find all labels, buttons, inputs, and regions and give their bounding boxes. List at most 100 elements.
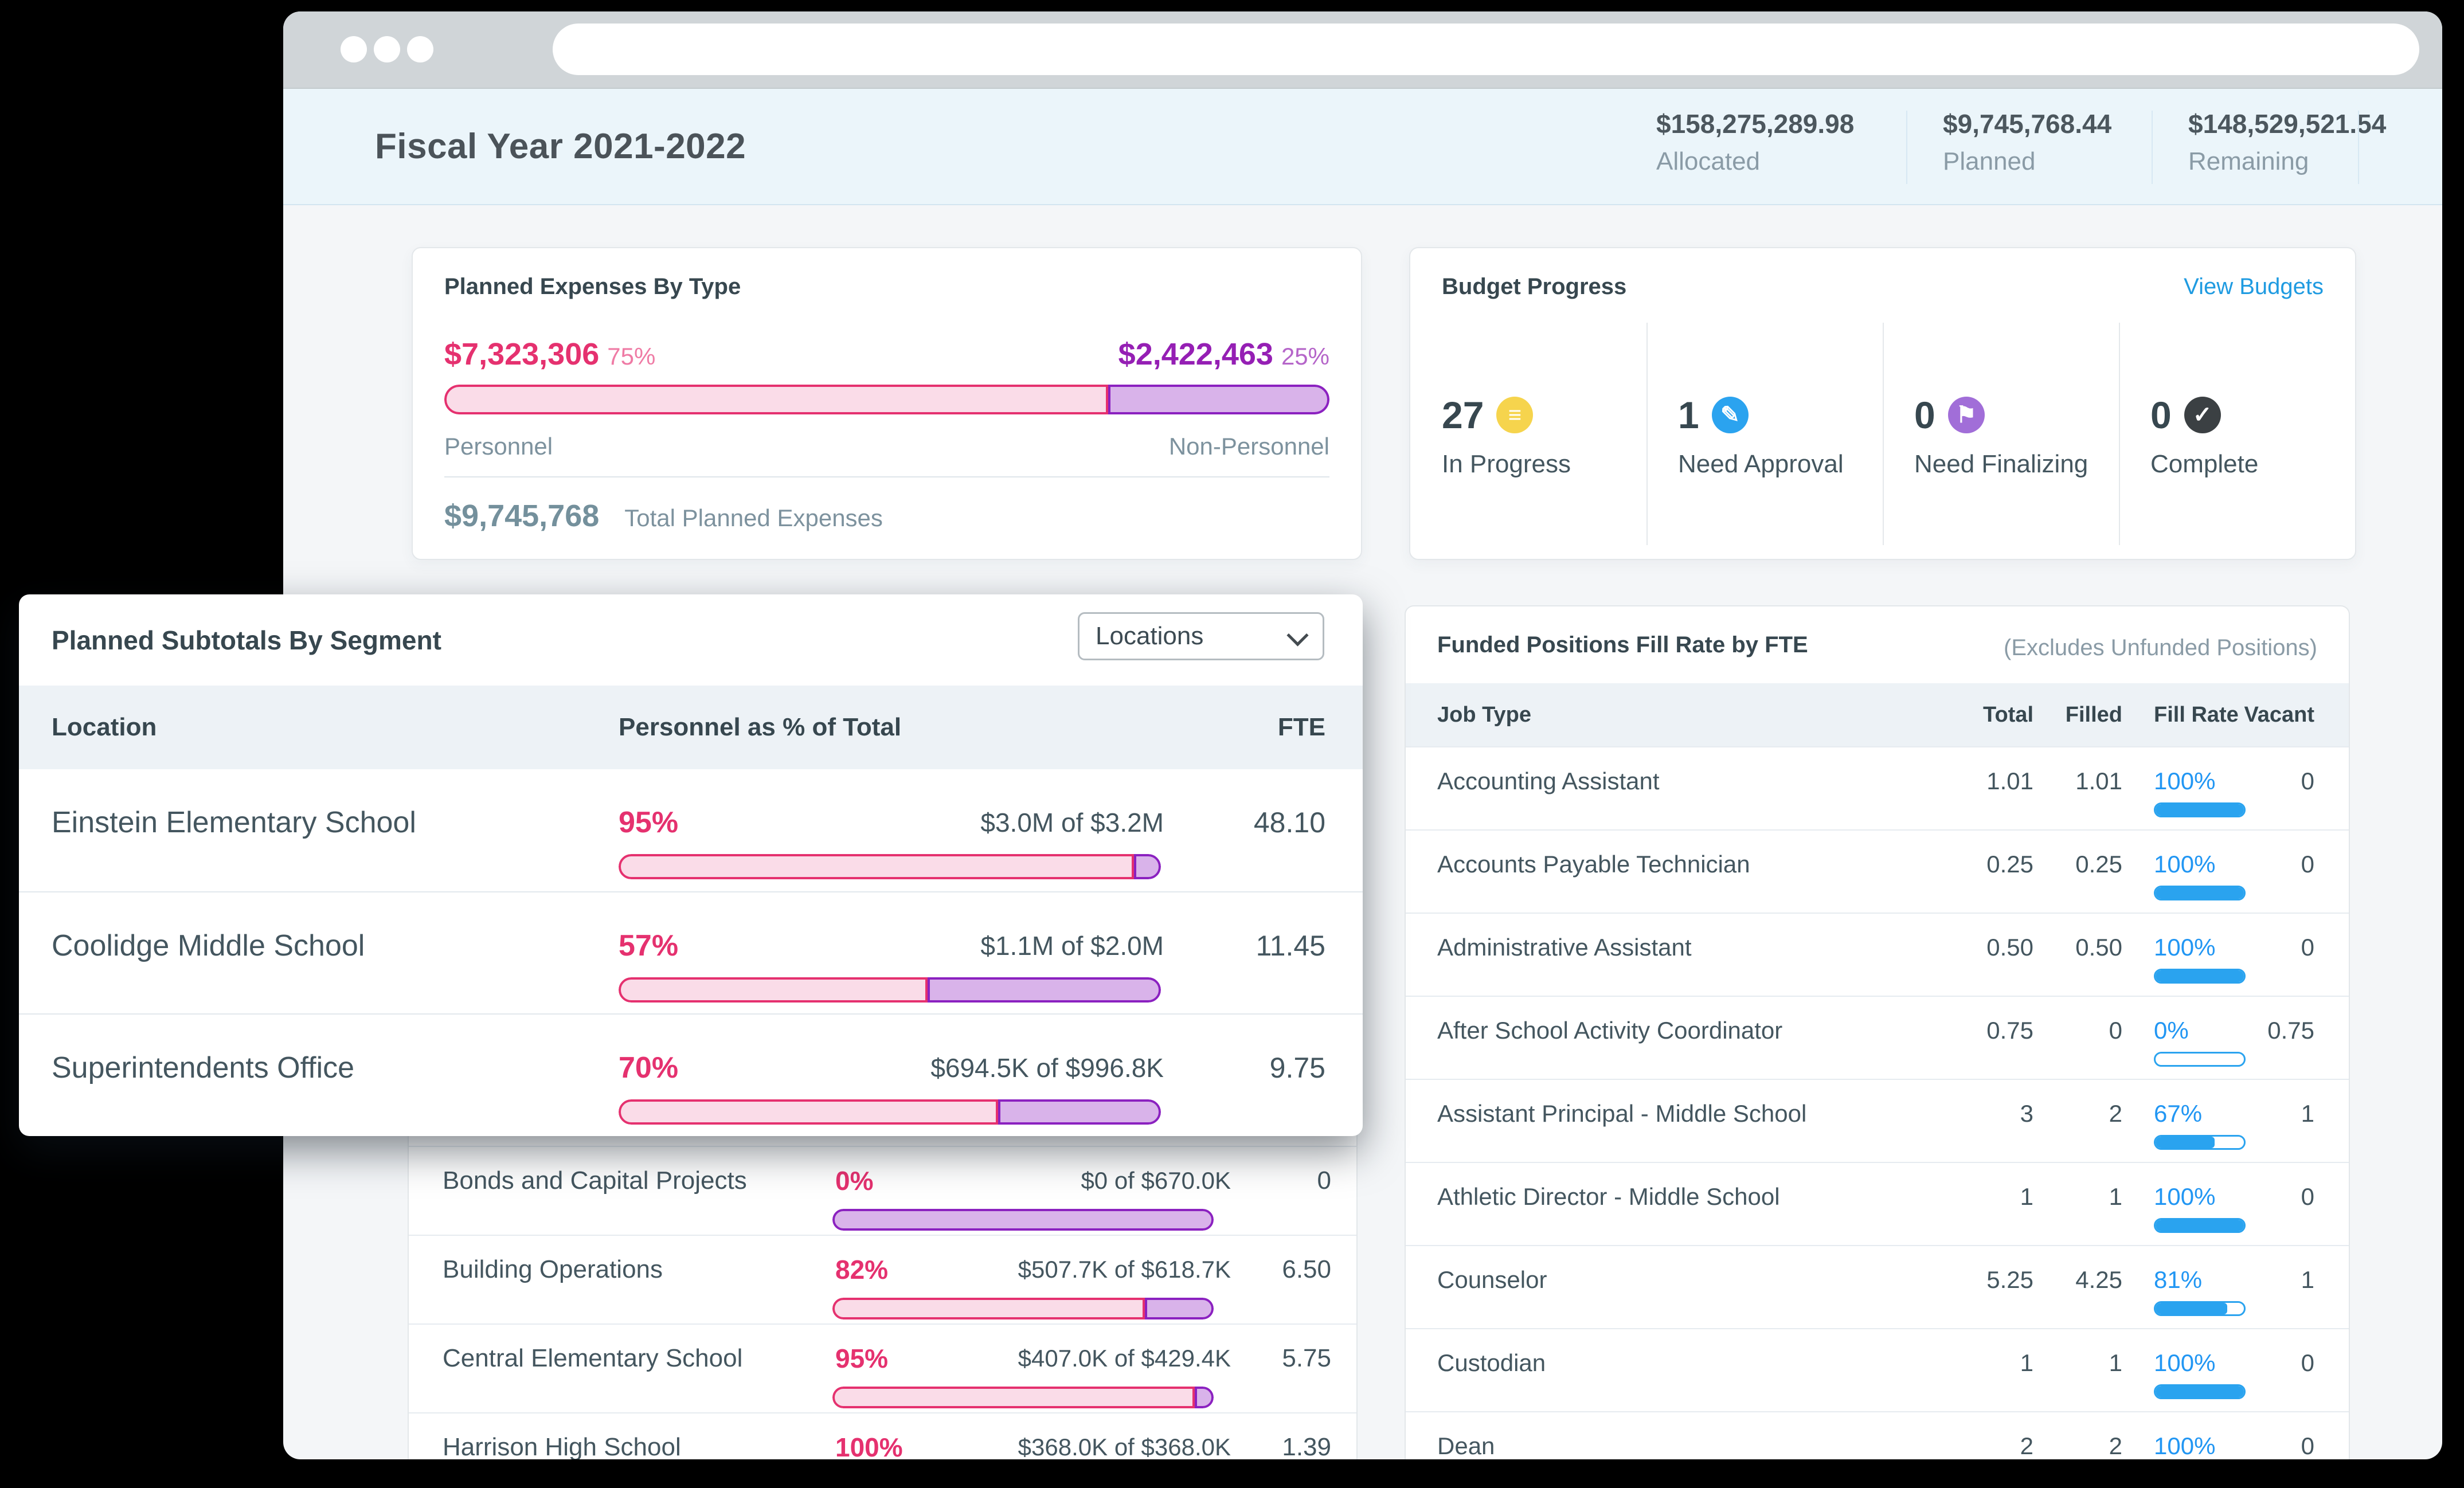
fill-rate-link[interactable]: 100% bbox=[2154, 1183, 2216, 1210]
window-control-icon[interactable] bbox=[341, 36, 367, 62]
personnel-pct: 57% bbox=[619, 929, 679, 962]
fte-value: 11.45 bbox=[1256, 930, 1325, 962]
personnel-bar-segment bbox=[832, 1387, 1195, 1408]
fte-value: 6.50 bbox=[1282, 1255, 1331, 1283]
fill-rate-bar bbox=[2154, 1218, 2246, 1233]
card-title: Planned Expenses By Type bbox=[444, 274, 741, 299]
vacant-fte: 0 bbox=[2301, 934, 2314, 961]
view-budgets-link[interactable]: View Budgets bbox=[2184, 274, 2324, 299]
column-header-job-type: Job Type bbox=[1437, 703, 1531, 727]
card-title: Planned Subtotals By Segment bbox=[52, 625, 441, 655]
table-row: Einstein Elementary School 95% $3.0M of $3… bbox=[19, 769, 1363, 891]
amount-range: $1.1M of $2.0M bbox=[980, 931, 1164, 961]
flag-icon: ⚑ bbox=[1947, 397, 1985, 433]
personnel-bar-segment bbox=[444, 385, 1108, 414]
window-control-icon[interactable] bbox=[374, 36, 400, 62]
chevron-down-icon bbox=[1286, 624, 1309, 647]
planned-expenses-card: Planned Expenses By Type $7,323,306 75% $… bbox=[412, 247, 1362, 560]
table-row: Building Operations 82% $507.7K of $618.7K… bbox=[409, 1235, 1356, 1325]
fte-value: 9.75 bbox=[1269, 1052, 1325, 1084]
fill-rate-bar bbox=[2154, 969, 2246, 984]
budget-progress-card: Budget Progress View Budgets 27 ≡ In Pro… bbox=[1409, 247, 2356, 560]
personnel-pct: 95% bbox=[835, 1344, 889, 1373]
personnel-bar-segment bbox=[619, 854, 1134, 879]
location-name: Bonds and Capital Projects bbox=[443, 1166, 747, 1195]
icon-glyph: ✎ bbox=[1720, 402, 1740, 428]
segment-progress-bar bbox=[619, 1099, 1161, 1125]
job-type: Counselor bbox=[1437, 1266, 1547, 1293]
personnel-bar-segment bbox=[619, 1099, 999, 1125]
browser-titlebar bbox=[283, 11, 2442, 89]
fill-rate-link[interactable]: 100% bbox=[2154, 851, 2216, 878]
personnel-bar-segment bbox=[619, 977, 928, 1003]
filled-fte: 4.25 bbox=[2075, 1266, 2122, 1293]
need-approval-label: Need Approval bbox=[1678, 450, 1844, 478]
job-type: Accounts Payable Technician bbox=[1437, 851, 1750, 878]
vacant-fte: 0 bbox=[2301, 851, 2314, 878]
fill-rate-link[interactable]: 0% bbox=[2154, 1017, 2189, 1044]
amount-range: $0 of $670.0K bbox=[1081, 1167, 1231, 1194]
url-bar[interactable] bbox=[553, 24, 2419, 75]
table-row: Coolidge Middle School 57% $1.1M of $2.0M 1… bbox=[19, 891, 1363, 1015]
filled-fte: 1 bbox=[2109, 1183, 2122, 1210]
personnel-pct: 0% bbox=[835, 1166, 874, 1196]
filled-fte: 1 bbox=[2109, 1349, 2122, 1376]
segment-select[interactable]: Locations bbox=[1078, 612, 1324, 660]
divider bbox=[1883, 323, 1884, 545]
location-name: Superintendents Office bbox=[52, 1051, 355, 1084]
page-header: Fiscal Year 2021-2022 $158,275,289.98 Al… bbox=[283, 89, 2442, 205]
expense-values: $7,323,306 75% $2,422,463 25% bbox=[444, 334, 1329, 372]
fill-rate-link[interactable]: 81% bbox=[2154, 1266, 2203, 1293]
card-title: Budget Progress bbox=[1442, 274, 1627, 299]
non-personnel-bar-segment bbox=[1133, 854, 1161, 879]
fill-rate-bar bbox=[2154, 886, 2246, 900]
amount-range: $3.0M of $3.2M bbox=[980, 808, 1164, 837]
check-icon: ✓ bbox=[2184, 397, 2221, 433]
table-row: Harrison High School 100% $368.0K of $368.… bbox=[409, 1412, 1356, 1459]
complete-stat: 0 ✓ Complete bbox=[2119, 248, 2348, 559]
fte-value: 1.39 bbox=[1282, 1433, 1331, 1459]
personnel-pct: 75% bbox=[607, 343, 656, 370]
fill-rate-bar-fill bbox=[2156, 1386, 2244, 1397]
personnel-label: Personnel bbox=[444, 433, 553, 460]
location-name: Harrison High School bbox=[443, 1433, 681, 1459]
card-title: Funded Positions Fill Rate by FTE bbox=[1437, 632, 1808, 657]
icon-glyph: ≡ bbox=[1508, 402, 1522, 428]
fill-rate-bar-fill bbox=[2156, 887, 2244, 899]
expense-split-bar bbox=[444, 385, 1329, 414]
window-control-icon[interactable] bbox=[407, 36, 433, 62]
divider bbox=[2358, 111, 2359, 184]
location-name: Coolidge Middle School bbox=[52, 929, 365, 962]
filled-fte: 2 bbox=[2109, 1100, 2122, 1127]
personnel-pct: 95% bbox=[619, 806, 679, 839]
fill-rate-link[interactable]: 100% bbox=[2154, 934, 2216, 961]
location-name: Central Elementary School bbox=[443, 1344, 743, 1372]
fill-rate-link[interactable]: 100% bbox=[2154, 1349, 2216, 1376]
vacant-fte: 0 bbox=[2301, 768, 2314, 794]
table-row: Custodian 1 1 100% 0 bbox=[1406, 1328, 2349, 1412]
total-fte: 1 bbox=[2020, 1183, 2033, 1210]
icon-glyph: ⚑ bbox=[1955, 402, 1977, 428]
amount-range: $407.0K of $429.4K bbox=[1018, 1345, 1231, 1372]
non-personnel-pct: 25% bbox=[1281, 343, 1329, 370]
in-progress-label: In Progress bbox=[1442, 450, 1571, 478]
list-icon: ≡ bbox=[1496, 397, 1534, 433]
column-header-personnel-pct: Personnel as % of Total bbox=[619, 713, 902, 741]
table-row: Central Elementary School 95% $407.0K of $… bbox=[409, 1323, 1356, 1413]
fill-rate-bar-fill bbox=[2156, 1303, 2227, 1314]
fill-rate-bar bbox=[2154, 1135, 2246, 1150]
fill-rate-link[interactable]: 100% bbox=[2154, 1432, 2216, 1459]
personnel-amount: $7,323,306 bbox=[444, 337, 600, 371]
remaining-value: $148,529,521.54 bbox=[2188, 109, 2387, 139]
segment-progress-bar bbox=[832, 1298, 1214, 1319]
amount-range: $694.5K of $996.8K bbox=[930, 1053, 1164, 1083]
non-personnel-label: Non-Personnel bbox=[1168, 433, 1329, 460]
segment-progress-bar bbox=[832, 1209, 1214, 1231]
icon-glyph: ✓ bbox=[2192, 402, 2212, 428]
fill-rate-link[interactable]: 100% bbox=[2154, 768, 2216, 794]
complete-label: Complete bbox=[2150, 450, 2259, 478]
fill-rate-link[interactable]: 67% bbox=[2154, 1100, 2203, 1127]
fill-rate-bar-fill bbox=[2156, 1220, 2244, 1231]
location-name: Einstein Elementary School bbox=[52, 806, 416, 839]
